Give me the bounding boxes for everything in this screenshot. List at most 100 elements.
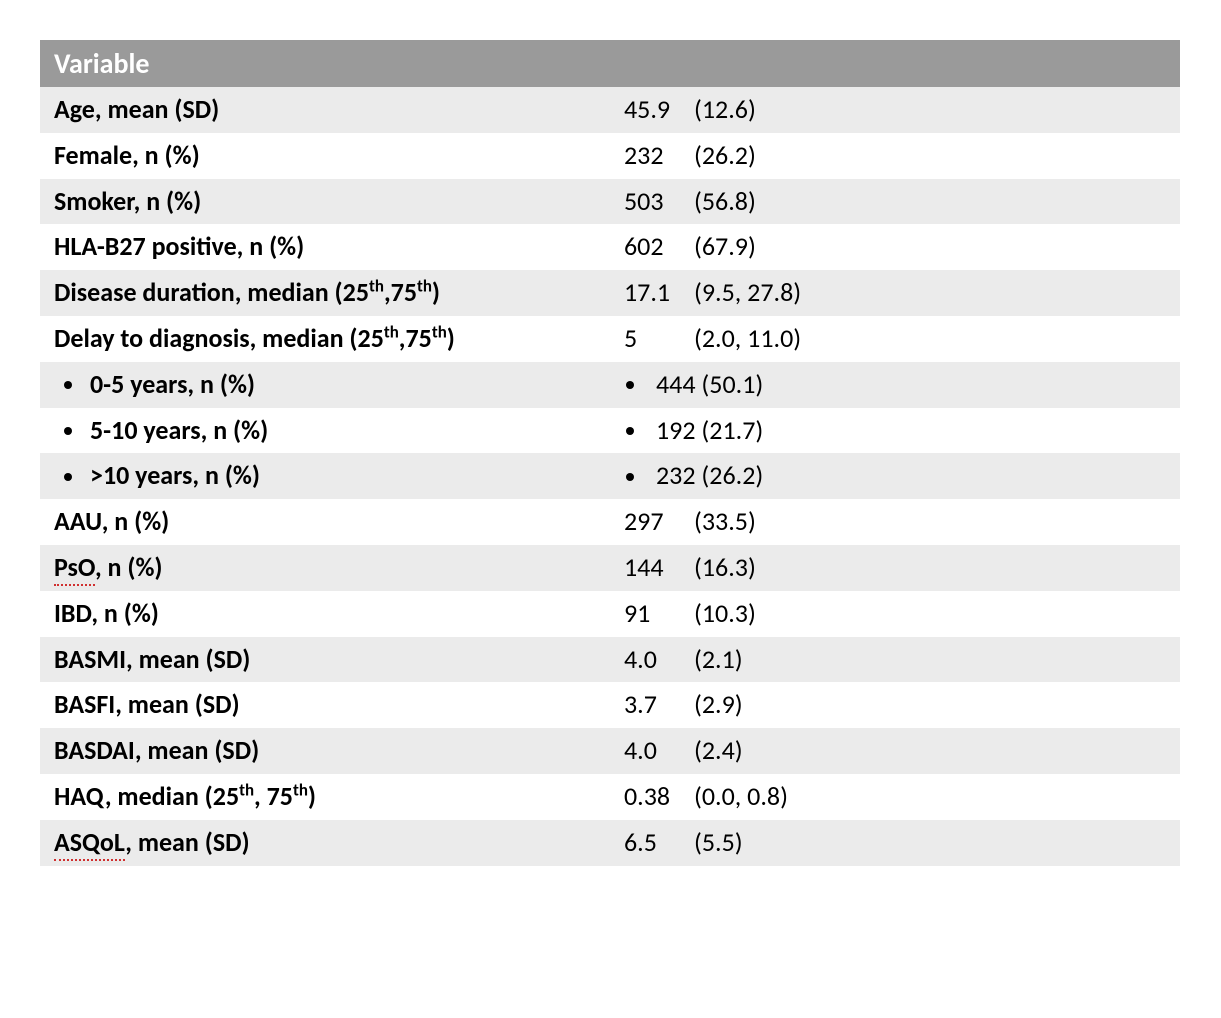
row-label: >10 years, n (%): [40, 453, 610, 499]
table-row: BASFI, mean (SD) 3.7(2.9): [40, 682, 1180, 728]
row-value: 0.38(0.0, 0.8): [610, 774, 1180, 820]
row-value-number: 4.0: [624, 734, 694, 768]
row-value: 3.7(2.9): [610, 682, 1180, 728]
table-row: 0-5 years, n (%) 444 (50.1): [40, 362, 1180, 408]
bullet-icon: [64, 473, 72, 481]
row-label: IBD, n (%): [40, 591, 610, 637]
row-value-paren: (9.5, 27.8): [694, 276, 801, 308]
table-row: Smoker, n (%) 503(56.8): [40, 179, 1180, 225]
row-label: AAU, n (%): [40, 499, 610, 545]
row-value-number: 297: [624, 505, 694, 539]
table-row: PsO, n (%)144(16.3): [40, 545, 1180, 591]
row-value: 444 (50.1): [610, 362, 1180, 408]
row-value-text: 192 (21.7): [656, 414, 763, 446]
row-value-number: 17.1: [624, 276, 694, 310]
table-row: AAU, n (%) 297(33.5): [40, 499, 1180, 545]
row-label: HLA-B27 positive, n (%): [40, 224, 610, 270]
table-row: Female, n (%) 232(26.2): [40, 133, 1180, 179]
row-label-text: Age, mean (SD): [54, 93, 219, 125]
table-row: 5-10 years, n (%) 192 (21.7): [40, 408, 1180, 454]
row-label: HAQ, median (25th, 75th): [40, 774, 610, 820]
row-value-paren: (2.0, 11.0): [694, 322, 801, 354]
row-value-number: 602: [624, 230, 694, 264]
row-value-paren: (33.5): [694, 505, 756, 537]
table-row: BASMI, mean (SD)4.0(2.1): [40, 637, 1180, 683]
row-label: BASFI, mean (SD): [40, 682, 610, 728]
row-label-text: 5-10 years, n (%): [90, 414, 268, 446]
table-row: ASQoL, mean (SD) 6.5(5.5): [40, 820, 1180, 866]
bullet-icon: [626, 473, 634, 481]
row-value: 232 (26.2): [610, 453, 1180, 499]
row-value-number: 45.9: [624, 93, 694, 127]
table-row: >10 years, n (%) 232 (26.2): [40, 453, 1180, 499]
row-label: Disease duration, median (25th,75th): [40, 270, 610, 316]
row-value-paren: (2.9): [694, 688, 743, 720]
row-label: BASDAI, mean (SD): [40, 728, 610, 774]
row-value: 6.5(5.5): [610, 820, 1180, 866]
row-value: 297(33.5): [610, 499, 1180, 545]
row-value-paren: (67.9): [694, 230, 756, 262]
row-value-paren: (0.0, 0.8): [694, 780, 788, 812]
row-value-text: 232 (26.2): [656, 459, 763, 491]
bullet-icon: [626, 427, 634, 435]
row-value: 91(10.3): [610, 591, 1180, 637]
row-label: ASQoL, mean (SD): [40, 820, 610, 866]
row-label-text: IBD, n (%): [54, 597, 159, 629]
row-label: 0-5 years, n (%): [40, 362, 610, 408]
row-value: 232(26.2): [610, 133, 1180, 179]
table-row: HLA-B27 positive, n (%) 602(67.9): [40, 224, 1180, 270]
bullet-icon: [64, 427, 72, 435]
row-label: Female, n (%): [40, 133, 610, 179]
table-row: BASDAI, mean (SD) 4.0(2.4): [40, 728, 1180, 774]
row-label-text: 0-5 years, n (%): [90, 368, 255, 400]
row-label-text: HLA-B27 positive, n (%): [54, 230, 304, 262]
row-label: Delay to diagnosis, median (25th,75th): [40, 316, 610, 362]
row-value-paren: (26.2): [694, 139, 756, 171]
row-value-paren: (10.3): [694, 597, 756, 629]
row-label-text: >10 years, n (%): [90, 459, 260, 491]
row-value-number: 4.0: [624, 643, 694, 677]
row-value-number: 232: [624, 139, 694, 173]
row-label: Age, mean (SD): [40, 87, 610, 133]
row-value: 4.0(2.1): [610, 637, 1180, 683]
row-label-text: Delay to diagnosis, median (25th,75th): [54, 322, 455, 354]
row-label: Smoker, n (%): [40, 179, 610, 225]
row-value-number: 503: [624, 185, 694, 219]
row-value-number: 3.7: [624, 688, 694, 722]
row-value: 45.9(12.6): [610, 87, 1180, 133]
table-row: Delay to diagnosis, median (25th,75th) 5(…: [40, 316, 1180, 362]
row-label: BASMI, mean (SD): [40, 637, 610, 683]
table-header-row: Variable: [40, 40, 1180, 87]
table-row: IBD, n (%) 91(10.3): [40, 591, 1180, 637]
row-label-text: Female, n (%): [54, 139, 200, 171]
row-value-paren: (2.4): [694, 734, 743, 766]
table-row: Age, mean (SD) 45.9(12.6): [40, 87, 1180, 133]
row-label: PsO, n (%): [40, 545, 610, 591]
row-value: 192 (21.7): [610, 408, 1180, 454]
row-label-text: BASDAI, mean (SD): [54, 734, 259, 766]
row-value-number: 0.38: [624, 780, 694, 814]
row-value-paren: (2.1): [694, 643, 743, 675]
row-value: 503(56.8): [610, 179, 1180, 225]
row-value-number: 6.5: [624, 826, 694, 860]
row-value-paren: (56.8): [694, 185, 756, 217]
row-value: 4.0(2.4): [610, 728, 1180, 774]
row-label-text: Disease duration, median (25th,75th): [54, 276, 440, 308]
row-label-text: BASFI, mean (SD): [54, 688, 240, 720]
table-header-cell: Variable: [40, 40, 1180, 87]
row-label: 5-10 years, n (%): [40, 408, 610, 454]
row-value-text: 444 (50.1): [656, 368, 763, 400]
row-label-text: AAU, n (%): [54, 505, 169, 537]
row-value-number: 91: [624, 597, 694, 631]
row-value-paren: (16.3): [694, 551, 756, 583]
row-value-paren: (12.6): [694, 93, 756, 125]
row-value: 602(67.9): [610, 224, 1180, 270]
row-label-text: Smoker, n (%): [54, 185, 201, 217]
table-row: HAQ, median (25th, 75th)0.38(0.0, 0.8): [40, 774, 1180, 820]
table-row: Disease duration, median (25th,75th) 17.1…: [40, 270, 1180, 316]
row-value: 5(2.0, 11.0): [610, 316, 1180, 362]
variable-table: Variable Age, mean (SD)45.9(12.6)Female,…: [40, 40, 1180, 866]
row-value-number: 5: [624, 322, 694, 356]
row-label-text: ASQoL, mean (SD): [54, 826, 250, 861]
row-value-paren: (5.5): [694, 826, 743, 858]
